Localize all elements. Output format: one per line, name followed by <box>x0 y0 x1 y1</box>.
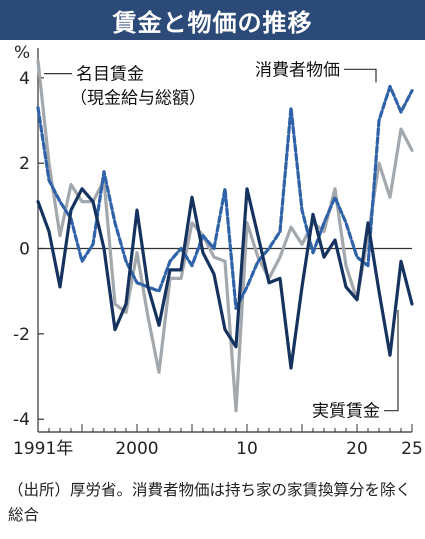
x-tick-label: 20 <box>346 439 368 459</box>
x-tick-label: 1991年 <box>13 439 73 459</box>
y-unit-label: % <box>14 43 30 63</box>
y-tick-label: -2 <box>13 325 30 345</box>
series-label-nominal-wage: 名目賃金 <box>76 65 144 85</box>
series-label-cpi: 消費者物価 <box>255 60 340 80</box>
series-line-2 <box>36 187 414 370</box>
y-tick-label: 0 <box>19 240 30 260</box>
line-chart: %420-2-4 1991年 2000 10 20 25 名目賃金（現金給与総額）消費者… <box>13 43 423 459</box>
y-tick-label: -4 <box>13 410 30 430</box>
x-tick-label: 2000 <box>115 439 158 459</box>
x-tick-label: 25 <box>401 439 423 459</box>
series-label-nominal-wage-sub: （現金給与総額） <box>70 89 206 109</box>
series-line-1 <box>36 84 414 310</box>
x-tick-label: 10 <box>236 439 258 459</box>
chart-title: 賃金と物価の推移 <box>0 0 425 40</box>
source-note: （出所）厚労省。消費者物価は持ち家の家賃換算分を除く総合 <box>8 481 412 524</box>
y-tick-label: 4 <box>19 69 30 89</box>
label-leader-line <box>384 310 399 412</box>
label-leader-line <box>344 68 377 83</box>
y-tick-label: 2 <box>19 154 30 174</box>
series-label-real-wage: 実質賃金 <box>312 402 380 422</box>
